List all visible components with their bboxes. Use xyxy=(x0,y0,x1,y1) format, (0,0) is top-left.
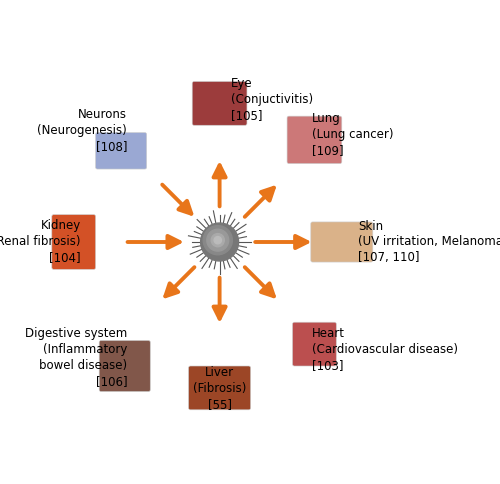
Text: Heart
(Cardiovascular disease)
[103]: Heart (Cardiovascular disease) [103] xyxy=(312,327,458,372)
Text: Neurons
(Neurogenesis)
[108]: Neurons (Neurogenesis) [108] xyxy=(38,108,127,153)
Text: Eye
(Conjuctivitis)
[105]: Eye (Conjuctivitis) [105] xyxy=(230,76,312,121)
FancyBboxPatch shape xyxy=(287,116,342,164)
Circle shape xyxy=(211,234,224,247)
FancyBboxPatch shape xyxy=(52,214,96,270)
FancyBboxPatch shape xyxy=(96,133,146,169)
Text: Liver
(Fibrosis)
[55]: Liver (Fibrosis) [55] xyxy=(193,366,246,411)
Circle shape xyxy=(200,223,238,261)
FancyBboxPatch shape xyxy=(188,366,250,410)
Text: Lung
(Lung cancer)
[109]: Lung (Lung cancer) [109] xyxy=(312,112,394,157)
Circle shape xyxy=(207,229,229,251)
Text: Digestive system
(Inflammatory
bowel disease)
[106]: Digestive system (Inflammatory bowel dis… xyxy=(25,327,127,388)
Circle shape xyxy=(214,237,222,244)
FancyBboxPatch shape xyxy=(292,322,337,366)
FancyBboxPatch shape xyxy=(99,340,150,392)
Text: Skin
(UV irritation, Melanoma)
[107, 110]: Skin (UV irritation, Melanoma) [107, 110… xyxy=(358,220,500,264)
FancyBboxPatch shape xyxy=(311,222,373,262)
Circle shape xyxy=(203,226,232,255)
Text: Kidney
(Renal fibrosis)
[104]: Kidney (Renal fibrosis) [104] xyxy=(0,220,81,264)
FancyBboxPatch shape xyxy=(192,81,247,125)
